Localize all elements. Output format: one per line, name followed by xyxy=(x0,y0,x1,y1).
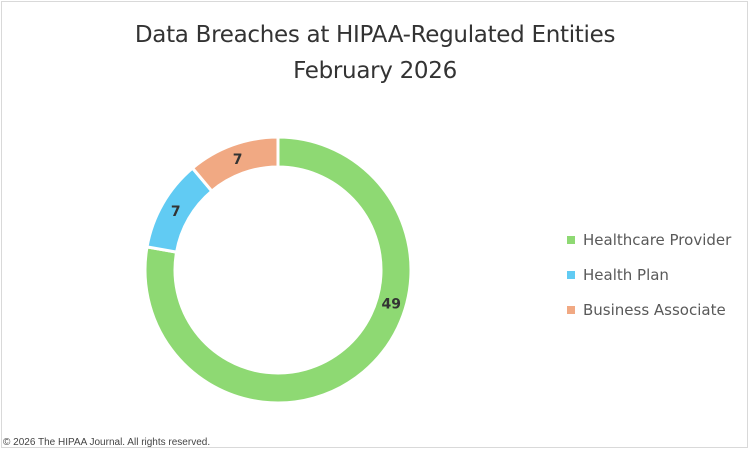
chart-subtitle: February 2026 xyxy=(293,58,457,84)
legend-item-health-plan: Health Plan xyxy=(567,257,731,292)
legend-swatch-icon xyxy=(567,270,575,279)
donut-slice-business-associate xyxy=(190,135,280,194)
legend-item-business-associate: Business Associate xyxy=(567,292,731,327)
copyright-notice: © 2026 The HIPAA Journal. All rights res… xyxy=(3,437,211,448)
legend-label: Health Plan xyxy=(583,265,669,284)
legend-swatch-icon xyxy=(567,305,575,314)
legend-swatch-icon xyxy=(567,235,575,244)
legend-label: Business Associate xyxy=(583,300,726,319)
data-label: 7 xyxy=(171,204,181,220)
data-label: 7 xyxy=(233,152,243,168)
legend-item-healthcare-provider: Healthcare Provider xyxy=(567,222,731,257)
data-label: 49 xyxy=(381,296,400,312)
legend-label: Healthcare Provider xyxy=(583,230,732,249)
chart-legend: Healthcare Provider Health Plan Business… xyxy=(567,222,731,327)
donut-slice-healthcare-provider xyxy=(143,135,413,405)
chart-title: Data Breaches at HIPAA-Regulated Entitie… xyxy=(134,22,616,48)
